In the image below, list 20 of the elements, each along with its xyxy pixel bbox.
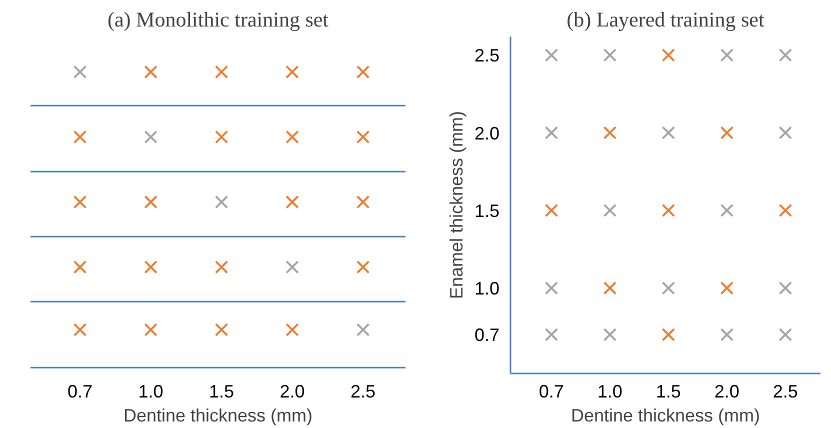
- x-tick-label: 1.0: [597, 382, 622, 402]
- x-tick-label: 0.7: [68, 382, 93, 402]
- y-tick-label: 1.5: [474, 200, 500, 221]
- y-tick-label: 2.5: [474, 46, 500, 66]
- y-tick-label: 0.7: [474, 325, 500, 346]
- x-tick-label: 2.0: [280, 382, 305, 402]
- y-tick-label: 1.0: [474, 278, 500, 299]
- x-tick-label: 1.0: [138, 382, 164, 402]
- x-tick-label: 2.5: [772, 382, 798, 402]
- x-axis-title: Dentine thickness (mm): [570, 406, 760, 426]
- x-axis-title: Dentine thickness (mm): [123, 406, 313, 426]
- y-tick-label: 2.0: [474, 123, 500, 144]
- y-axis-title: Enamel thickness (mm): [446, 110, 466, 300]
- x-tick-label: 2.0: [714, 382, 740, 402]
- chart-title: (a) Monolithic training set: [107, 8, 329, 32]
- x-tick-label: 2.5: [350, 382, 376, 402]
- chart-title: (b) Layered training set: [566, 8, 764, 32]
- x-tick-label: 1.5: [656, 382, 681, 402]
- x-tick-label: 0.7: [538, 382, 564, 402]
- x-tick-label: 1.5: [209, 382, 234, 402]
